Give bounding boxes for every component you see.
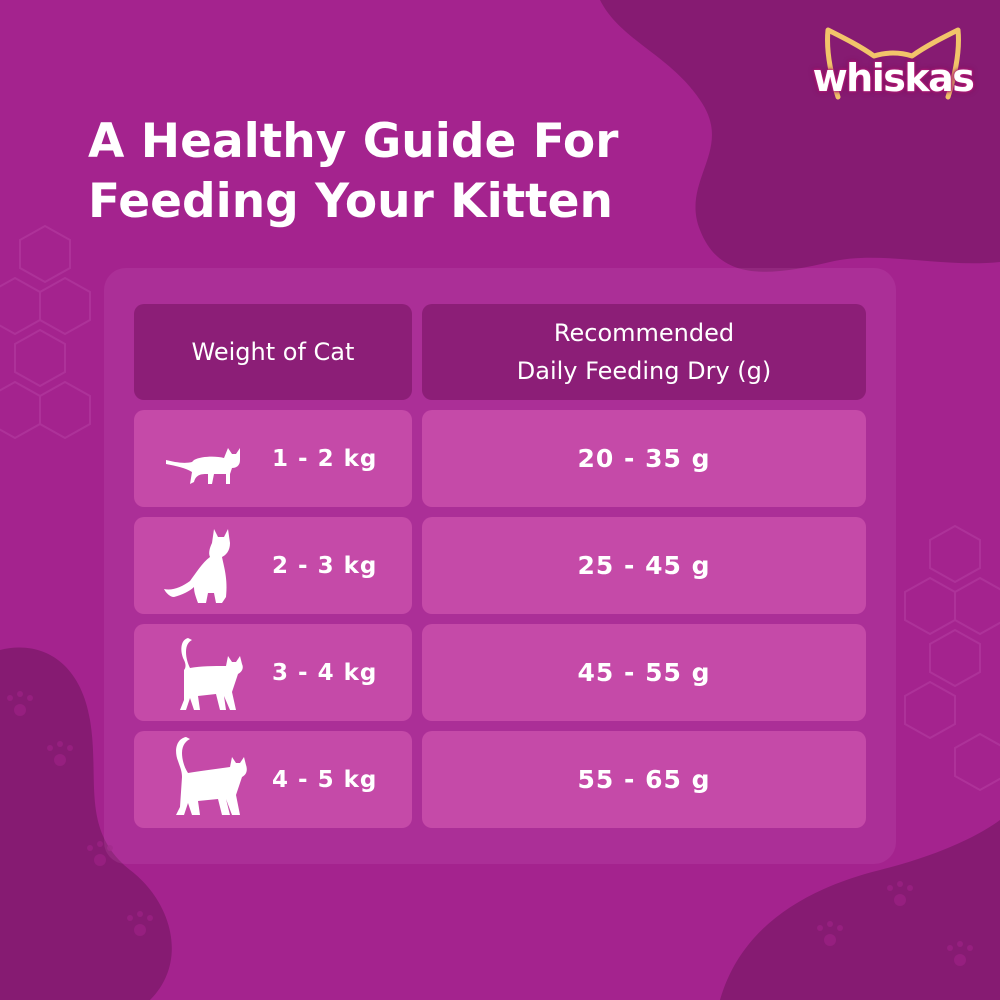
amount-cell-row-2: 25 - 45 g xyxy=(422,517,866,614)
title-line-2: Feeding Your Kitten xyxy=(88,174,613,229)
amount-label-row-1: 20 - 35 g xyxy=(577,444,711,473)
header-weight-cell: Weight of Cat xyxy=(134,304,412,400)
weight-label-row-4: 4 - 5 kg xyxy=(272,766,378,793)
cat-sitting-icon xyxy=(164,529,230,603)
amount-cell-row-1: 20 - 35 g xyxy=(422,410,866,507)
header-feeding-cell: Recommended Daily Feeding Dry (g) xyxy=(422,304,866,400)
title-line-1: A Healthy Guide For xyxy=(88,114,619,169)
weight-cell-row-3: 3 - 4 kg xyxy=(134,624,412,721)
page-title: A Healthy Guide For Feeding Your Kitten xyxy=(88,112,728,232)
header-feeding-line-2: Daily Feeding Dry (g) xyxy=(516,357,772,385)
weight-cell-row-1: 1 - 2 kg xyxy=(134,410,412,507)
cat-standing-tail-up-icon xyxy=(180,638,243,710)
cat-large-tail-up-icon xyxy=(176,737,247,815)
weight-label-row-3: 3 - 4 kg xyxy=(272,659,378,686)
amount-cell-row-4: 55 - 65 g xyxy=(422,731,866,828)
amount-label-row-3: 45 - 55 g xyxy=(577,658,711,687)
cat-small-walking-icon xyxy=(166,448,240,484)
whiskas-logo: whiskas xyxy=(808,22,978,112)
cat-ears-logo-icon xyxy=(825,27,961,100)
amount-label-row-2: 25 - 45 g xyxy=(577,551,711,580)
weight-cell-row-2: 2 - 3 kg xyxy=(134,517,412,614)
logo-wordmark: whiskas xyxy=(812,56,975,100)
header-feeding-line-1: Recommended xyxy=(553,319,735,347)
weight-label-row-1: 1 - 2 kg xyxy=(272,445,378,472)
header-weight-label: Weight of Cat xyxy=(191,338,355,366)
amount-cell-row-3: 45 - 55 g xyxy=(422,624,866,721)
weight-cell-row-4: 4 - 5 kg xyxy=(134,731,412,828)
weight-label-row-2: 2 - 3 kg xyxy=(272,552,378,579)
amount-label-row-4: 55 - 65 g xyxy=(577,765,711,794)
